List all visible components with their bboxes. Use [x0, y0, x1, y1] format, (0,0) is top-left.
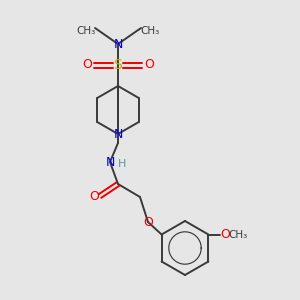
Text: H: H — [118, 159, 126, 169]
Text: N: N — [113, 38, 123, 50]
Text: N: N — [113, 128, 123, 140]
Text: O: O — [143, 215, 153, 229]
Text: CH₃: CH₃ — [140, 26, 160, 36]
Text: CH₃: CH₃ — [76, 26, 96, 36]
Text: O: O — [220, 228, 230, 241]
Text: O: O — [144, 58, 154, 71]
Text: O: O — [82, 58, 92, 71]
Text: O: O — [89, 190, 99, 202]
Text: S: S — [114, 58, 122, 72]
Text: N: N — [105, 155, 115, 169]
Text: CH₃: CH₃ — [229, 230, 248, 241]
